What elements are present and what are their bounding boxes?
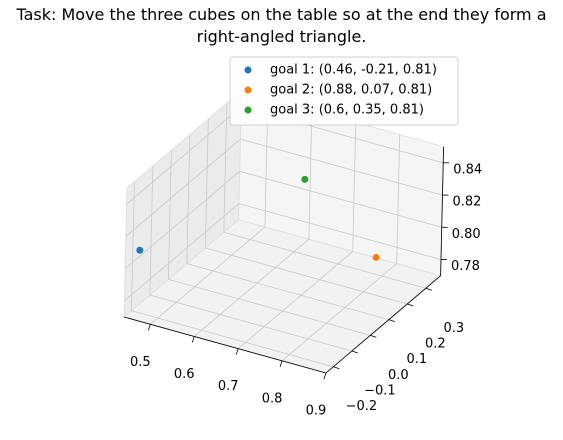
grid-line — [239, 170, 442, 228]
grid-line — [281, 263, 397, 362]
legend-marker — [244, 66, 252, 74]
y-tick-label: 0.2 — [425, 336, 446, 351]
grid-line — [149, 166, 154, 296]
y-axis — [325, 275, 441, 374]
grid-line — [223, 103, 228, 233]
x-tick — [235, 348, 239, 355]
legend: goal 1: (0.46, -0.21, 0.81) goal 2: (0.88… — [229, 56, 459, 126]
grid-line — [308, 110, 313, 240]
y-tick — [407, 303, 414, 307]
grid-line — [204, 118, 209, 248]
z-tick-label: 0.82 — [452, 195, 481, 210]
grid-line — [126, 106, 242, 205]
y-tick — [388, 319, 395, 323]
grid-line — [240, 138, 443, 196]
grid-line — [352, 122, 357, 252]
grid-line — [237, 251, 354, 349]
y-tick-label: −0.2 — [346, 399, 378, 414]
y-tick — [351, 350, 359, 354]
legend-label: goal 2: (0.88, 0.07, 0.81) — [270, 83, 432, 98]
grid-line — [130, 181, 135, 311]
grid-line — [186, 134, 191, 264]
z-tick-label: 0.78 — [451, 259, 480, 274]
legend-marker — [244, 86, 252, 94]
x-tick — [323, 372, 327, 380]
z-axis — [440, 146, 444, 276]
y-tick — [425, 287, 432, 291]
grid-line — [149, 294, 352, 352]
legend-marker — [244, 106, 252, 114]
grid-line — [223, 231, 426, 289]
grid-line — [124, 203, 240, 302]
point — [372, 253, 380, 261]
x-tick-label: 0.9 — [306, 404, 327, 419]
grid-line — [168, 278, 371, 336]
x-tick — [147, 324, 151, 331]
grid-line — [194, 238, 310, 337]
grid-line — [205, 247, 408, 305]
grid-line — [124, 171, 240, 269]
y-tick-label: 0.3 — [443, 321, 464, 336]
x-tick — [279, 360, 283, 367]
x-axis — [123, 316, 327, 374]
grid-line — [125, 138, 241, 237]
point — [136, 246, 144, 254]
grid-line — [131, 310, 334, 368]
x-tick — [191, 336, 195, 343]
y-tick-label: 0.0 — [388, 368, 409, 383]
x-tick-label: 0.5 — [130, 355, 151, 370]
chart-title: Task: Move the three cubes on the table … — [16, 5, 547, 46]
grid-line — [186, 263, 389, 321]
x-tick-label: 0.8 — [262, 391, 283, 406]
x-tick-label: 0.6 — [174, 367, 195, 382]
grid-line — [167, 150, 172, 280]
z-tick-label: 0.80 — [452, 227, 481, 242]
x-tick-label: 0.7 — [218, 379, 239, 394]
z-tick-label: 0.84 — [453, 162, 482, 177]
grid-line — [150, 226, 266, 325]
legend-box — [229, 56, 459, 126]
legend-label: goal 3: (0.6, 0.35, 0.81) — [270, 103, 424, 118]
grid-line — [396, 134, 401, 264]
y-tick-label: 0.1 — [407, 352, 428, 367]
y-tick — [370, 334, 377, 338]
y-tick — [333, 366, 340, 370]
grid-line — [238, 203, 442, 260]
legend-label: goal 1: (0.46, -0.21, 0.81) — [270, 63, 437, 78]
y-tick-label: −0.1 — [364, 384, 396, 399]
point — [301, 175, 309, 183]
